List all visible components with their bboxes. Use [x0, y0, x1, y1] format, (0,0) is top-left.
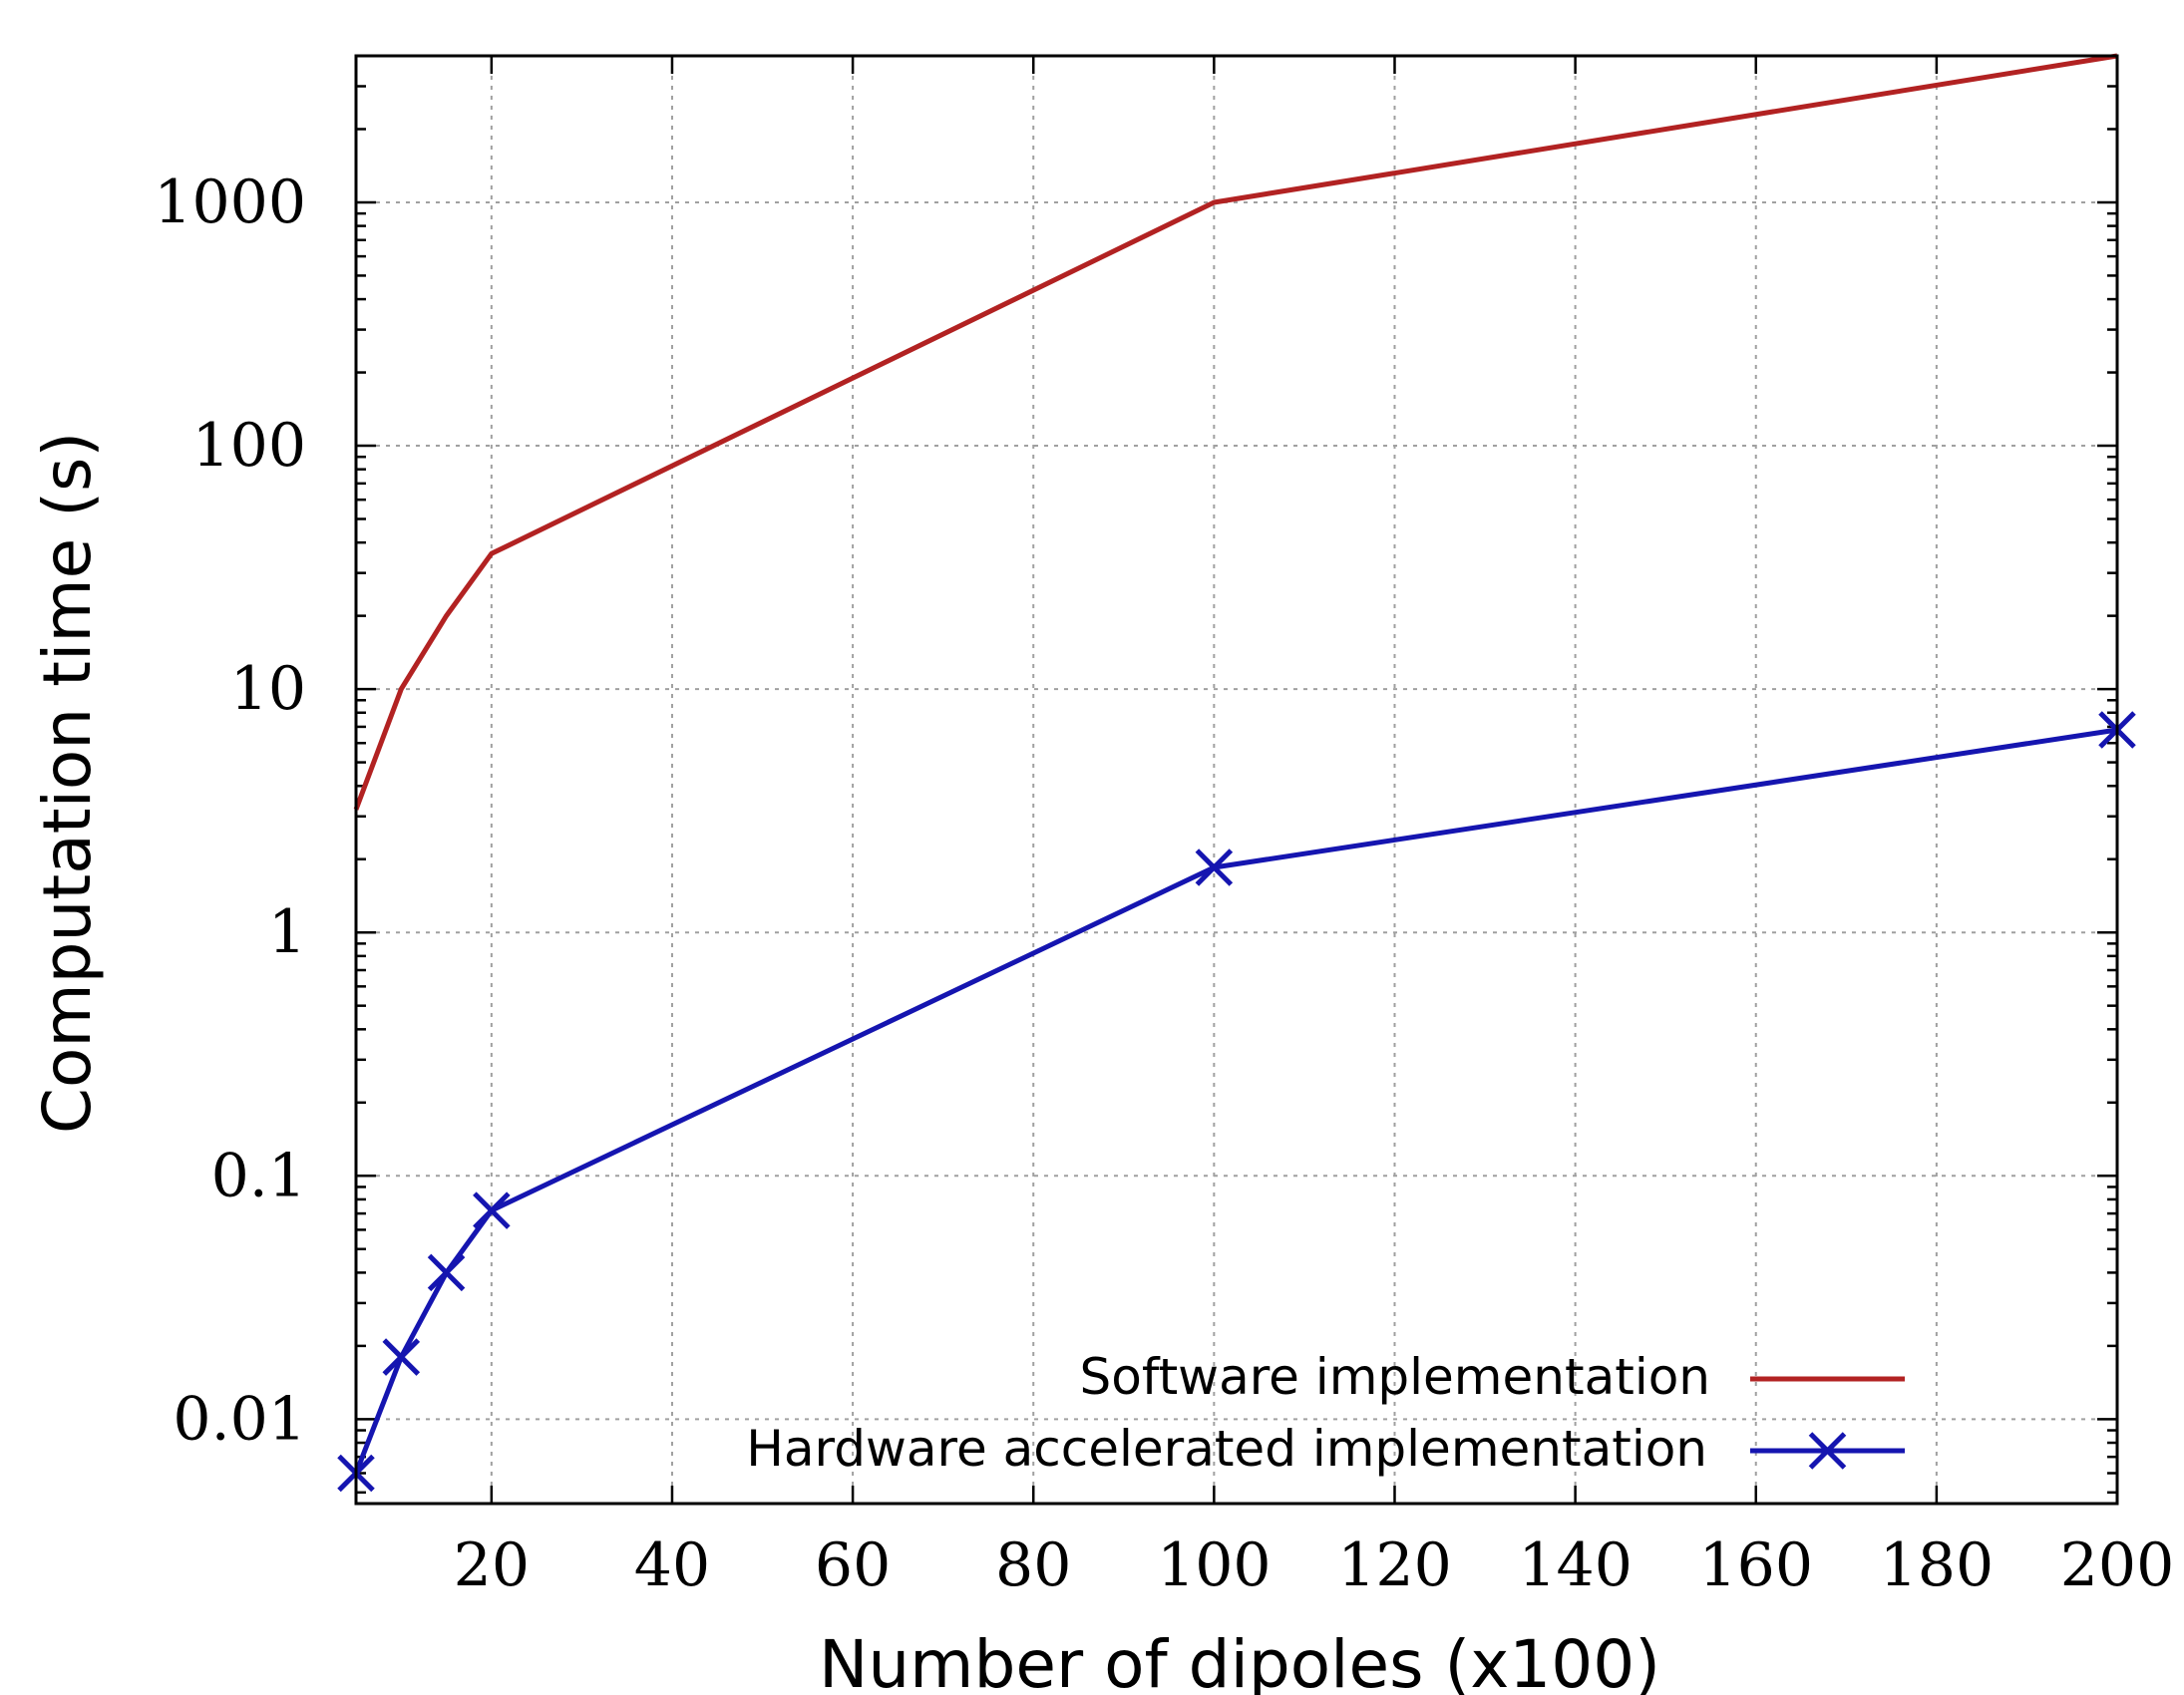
- y-tick-labels: 0.01 0.1 1 10 100 1000: [154, 168, 306, 1454]
- plot-frame: [354, 54, 2119, 1506]
- x-tick-label: 180: [1880, 1530, 1995, 1600]
- marker-stroke: [1195, 848, 1234, 886]
- series-line: [353, 53, 2118, 811]
- x-tick-label: 200: [2060, 1530, 2175, 1600]
- x-tick-label: 40: [634, 1530, 710, 1600]
- series-layer: [337, 53, 2136, 1493]
- y-tick-label: 1: [268, 897, 306, 967]
- x-tick-label: 60: [815, 1530, 891, 1600]
- series-software: [353, 53, 2118, 811]
- marker-stroke: [427, 1253, 466, 1292]
- x-tick-label: 140: [1518, 1530, 1633, 1600]
- marker-stroke: [1808, 1432, 1847, 1470]
- x-tick-label: 20: [454, 1530, 530, 1600]
- data-point: [1195, 848, 1234, 886]
- legend: Software implementation Hardware acceler…: [746, 1348, 1905, 1478]
- x-tick-label: 100: [1157, 1530, 1272, 1600]
- legend-label-software: Software implementation: [1080, 1348, 1710, 1406]
- marker-stroke: [473, 1191, 511, 1229]
- legend-swatches: [1750, 1376, 1905, 1470]
- x-axis-title: Number of dipoles (x100): [819, 1626, 1660, 1695]
- legend-label-hardware: Hardware accelerated implementation: [746, 1420, 1707, 1478]
- y-tick-label: 100: [191, 411, 306, 481]
- axis-ticks: [356, 56, 2119, 1504]
- y-tick-label: 0.01: [173, 1384, 306, 1454]
- data-point: [427, 1253, 466, 1292]
- grid: [356, 56, 2117, 1504]
- series-line: [353, 727, 2118, 1475]
- x-tick-label: 120: [1337, 1530, 1452, 1600]
- legend-swatch-hardware: [1750, 1432, 1905, 1470]
- y-tick-label: 1000: [154, 168, 306, 237]
- y-tick-label: 10: [230, 654, 306, 724]
- y-tick-label: 0.1: [211, 1141, 306, 1210]
- x-tick-label: 160: [1698, 1530, 1813, 1600]
- data-point: [473, 1191, 511, 1229]
- data-point: [382, 1338, 421, 1376]
- legend-marker: [1808, 1432, 1847, 1470]
- x-tick-label: 80: [995, 1530, 1071, 1600]
- x-tick-labels: 20 40 60 80 100 120 140 160 180 200: [454, 1530, 2175, 1600]
- y-axis-title: Computation time (s): [29, 432, 106, 1134]
- marker-stroke: [382, 1338, 421, 1376]
